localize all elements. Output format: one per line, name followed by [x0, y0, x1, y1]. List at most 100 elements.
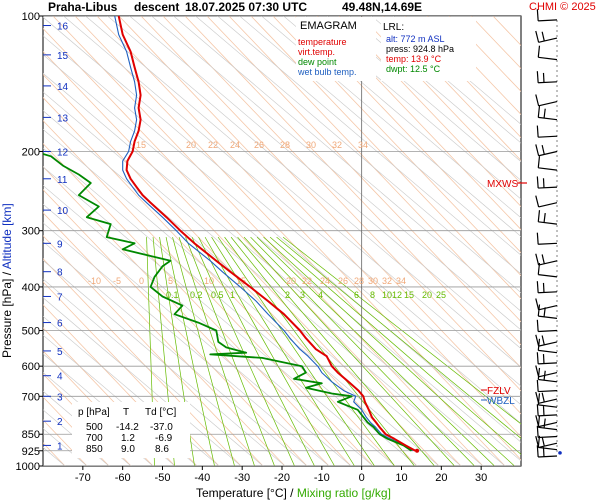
adiabat-label-lower: 32: [382, 276, 392, 286]
wind-barb-staff: [538, 101, 558, 107]
mixing-ratio-label: 8: [370, 290, 375, 300]
wind-barb-staff: [538, 398, 558, 404]
wind-barb-flag: [535, 365, 540, 377]
legend-title: EMAGRAM: [300, 20, 357, 32]
lrl-dwpt: dwpt: 12.5 °C: [386, 64, 441, 74]
skew-grid-line: [43, 353, 176, 466]
altitude-tick-label: 10: [57, 206, 69, 217]
x-tick-label: 30: [475, 472, 487, 484]
background-lines: [43, 16, 521, 466]
x-tick-label: -20: [274, 472, 290, 484]
altitude-tick-label: 5: [57, 347, 63, 358]
x-tick-label: 10: [395, 472, 407, 484]
table-row-500-t: -14.2: [116, 422, 139, 433]
skew-grid-line: [261, 16, 521, 237]
wind-barb-flag: [536, 404, 539, 416]
dry-adiabat-line: [140, 16, 521, 415]
mixing-ratio-line: [165, 237, 215, 466]
y-tick-label: 1000: [16, 461, 40, 473]
dry-adiabat-line: [184, 16, 521, 369]
wind-barb-flag: [536, 319, 539, 332]
dry-adiabat-line: [294, 16, 521, 254]
wind-barb-flag: [536, 445, 539, 458]
lrl-box-bg: [381, 17, 476, 81]
mixing-ratio-label: 0.2: [190, 290, 203, 300]
dry-adiabat-line: [426, 16, 521, 115]
x-tick-label: -10: [314, 472, 330, 484]
dry-adiabat-line: [43, 212, 286, 466]
adiabat-label-upper: 34: [358, 140, 368, 150]
skew-grid-line: [43, 147, 418, 466]
x-tick-label: -40: [194, 472, 210, 484]
wind-barb: [535, 365, 558, 378]
wind-barb: [535, 298, 558, 311]
header-datetime: 18.07.2025 07:30 UTC: [185, 0, 307, 14]
skew-grid-line: [43, 222, 330, 466]
wind-barb-staff: [538, 186, 558, 189]
dry-adiabat-line: [43, 304, 198, 466]
wind-barb-staff: [538, 260, 558, 266]
dry-adiabat-line: [43, 143, 352, 466]
mixing-ratio-line: [276, 236, 521, 439]
wind-barb: [536, 9, 558, 22]
wind-barb-staff: [538, 426, 558, 431]
dry-adiabat-line: [43, 51, 440, 466]
skew-grid-line: [43, 91, 484, 466]
dry-adiabat-line: [43, 258, 242, 466]
dry-adiabat-line: [43, 235, 264, 466]
adiabat-label-lower: -10: [88, 276, 101, 286]
skew-grid-line: [239, 16, 521, 256]
data-table: p [hPa] T Td [°C] 500 -14.2 -37.0 700 1.…: [72, 402, 190, 458]
legend-virt-temp: virt.temp.: [298, 47, 335, 57]
skew-grid-line: [43, 16, 521, 424]
axis-ticks: -70 -60 -50 -40 -30 -20 -10 0 10 20 30100200300400…: [16, 11, 488, 484]
adiabat-label-lower: 28: [354, 276, 364, 286]
altitude-tick-label: 7: [57, 292, 63, 303]
wind-barb-flag: [542, 282, 545, 293]
wind-barb-flag: [537, 156, 541, 168]
mixing-ratio-line: [185, 236, 275, 466]
wind-barb-flag: [535, 195, 540, 208]
wind-barb: [536, 445, 558, 458]
mixing-ratio-label: 2: [285, 290, 290, 300]
dry-adiabat-line: [43, 327, 176, 466]
lrl-temp: temp: 13.9 °C: [386, 54, 442, 64]
wind-barb-staff: [538, 315, 558, 319]
adiabat-label-lower: 5: [168, 276, 173, 286]
adiabat-label-lower: -5: [113, 276, 121, 286]
mixing-ratio-line: [178, 237, 255, 466]
mixing-ratio-line: [269, 236, 521, 455]
lrl-box: LRL: alt: 772 m ASL press: 924.8 hPa tem…: [381, 17, 476, 81]
wind-barb-flag: [535, 334, 540, 347]
wind-barb-flag: [536, 425, 539, 438]
mixing-ratio-line: [237, 236, 435, 466]
dry-adiabat-line: [206, 16, 521, 346]
wind-barb-staff: [538, 274, 558, 278]
wind-barb-staff: [538, 455, 558, 458]
dry-adiabat-line: [250, 16, 521, 300]
wind-barb-flag: [541, 31, 545, 42]
adiabat-label-lower: 22: [302, 276, 312, 286]
wind-barb-flag: [543, 108, 546, 119]
wind-barb-flag: [542, 447, 545, 457]
wind-barb-staff: [538, 446, 558, 451]
x-tick-label: -30: [234, 472, 250, 484]
skew-grid-line: [43, 35, 521, 443]
skew-grid-line: [43, 129, 440, 466]
altitude-tick-label: 12: [57, 147, 69, 158]
series-wet-bulb-temp-: [114, 16, 413, 452]
table-row-700-t: 1.2: [121, 433, 135, 444]
altitude-tick-label: 11: [57, 175, 68, 186]
wind-barb-staff: [538, 56, 558, 61]
x-axis-title: Temperature [°C] / Mixing ratio [g/kg]: [196, 486, 391, 500]
legend-temperature: temperature: [298, 37, 347, 47]
y-tick-label: 300: [22, 226, 40, 238]
wind-barb-flag: [536, 281, 539, 293]
wind-barb-flag: [537, 338, 541, 351]
wind-barb-flag: [542, 354, 545, 364]
wind-barb-staff: [538, 37, 558, 43]
dry-adiabat-line: [228, 16, 521, 323]
y-tick-label: 200: [22, 146, 40, 158]
dry-adiabat-line: [43, 120, 374, 466]
